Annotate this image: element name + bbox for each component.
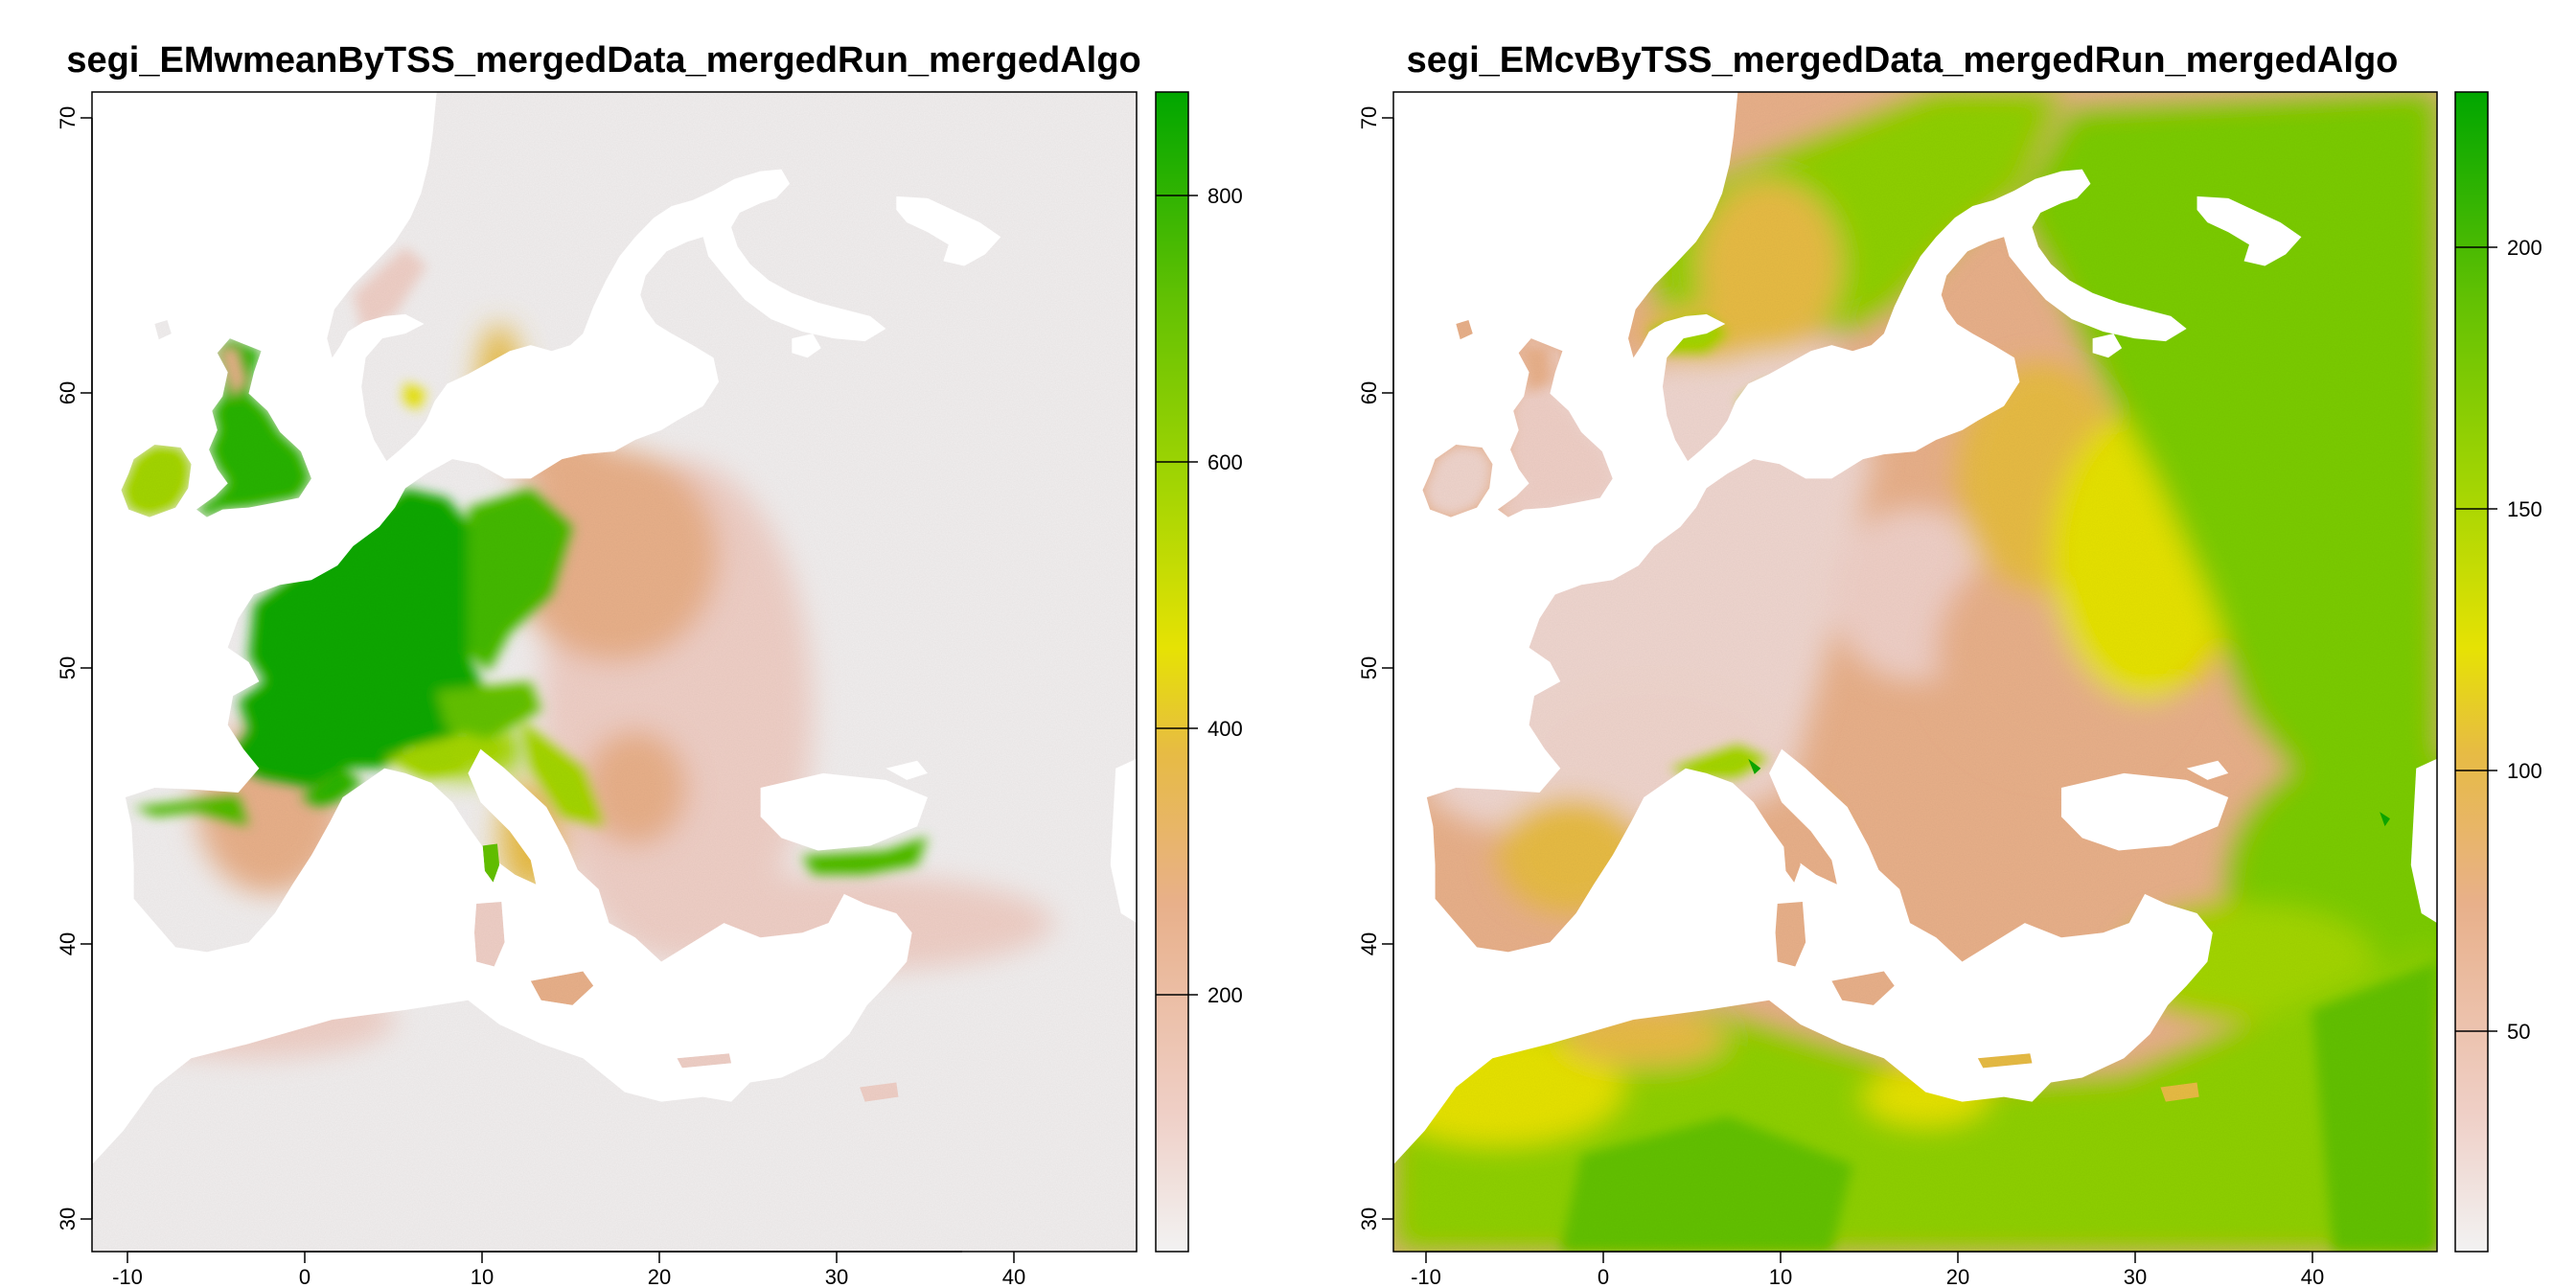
x-tick-label: 10 (1769, 1265, 1792, 1288)
y-axis (1382, 117, 1394, 1220)
map-panel-1: segi_EMwmeanByTSS_mergedData_mergedRun_m… (56, 40, 1243, 1288)
x-tick-label: 20 (648, 1265, 671, 1288)
x-tick-label: 40 (2301, 1265, 2324, 1288)
x-tick-label: -10 (1411, 1265, 1441, 1288)
x-tick-labels: -10 0 10 20 30 40 (1411, 1265, 2324, 1288)
legend-tick-label: 400 (1208, 717, 1243, 741)
y-tick-label: 40 (1357, 932, 1381, 955)
y-tick-label: 70 (1357, 106, 1381, 129)
y-tick-label: 40 (56, 932, 80, 955)
panel-title: segi_EMcvByTSS_mergedData_mergedRun_merg… (1407, 40, 2399, 80)
x-tick-label: 20 (1946, 1265, 1969, 1288)
legend-tick-label: 600 (1208, 450, 1243, 474)
y-tick-label: 30 (1357, 1208, 1381, 1230)
x-axis (126, 1251, 1015, 1263)
color-legend: 50 100 150 200 (2454, 91, 2542, 1253)
y-tick-label: 30 (56, 1208, 80, 1230)
legend-tick-label: 200 (2507, 236, 2542, 260)
y-axis (80, 117, 93, 1220)
map-raster (92, 92, 1137, 1252)
y-tick-labels: 30 40 50 60 70 (1357, 106, 1381, 1230)
x-tick-label: -10 (112, 1265, 143, 1288)
legend-tick-label: 150 (2507, 497, 2542, 521)
y-tick-label: 70 (56, 106, 80, 129)
x-tick-label: 0 (1598, 1265, 1609, 1288)
y-tick-label: 50 (56, 656, 80, 679)
x-tick-label: 0 (299, 1265, 310, 1288)
x-tick-label: 40 (1002, 1265, 1025, 1288)
legend-color-bar (2454, 91, 2489, 1253)
y-tick-label: 50 (1357, 656, 1381, 679)
y-tick-label: 60 (56, 381, 80, 404)
y-tick-labels: 30 40 50 60 70 (56, 106, 80, 1230)
panel-title: segi_EMwmeanByTSS_mergedData_mergedRun_m… (66, 40, 1140, 80)
x-axis (1425, 1251, 2313, 1263)
legend-tick-label: 100 (2507, 759, 2542, 783)
legend-color-bar (1155, 91, 1189, 1253)
y-tick-label: 60 (1357, 381, 1381, 404)
x-tick-label: 10 (471, 1265, 494, 1288)
x-tick-labels: -10 0 10 20 30 40 (112, 1265, 1025, 1288)
legend-tick-label: 200 (1208, 983, 1243, 1007)
legend-tick-label: 800 (1208, 184, 1243, 208)
x-tick-label: 30 (825, 1265, 848, 1288)
map-raster (1393, 92, 2437, 1252)
x-tick-label: 30 (2124, 1265, 2147, 1288)
map-panel-2: segi_EMcvByTSS_mergedData_mergedRun_merg… (1357, 40, 2542, 1288)
color-legend: 200 400 600 800 (1155, 91, 1243, 1253)
legend-tick-label: 50 (2507, 1020, 2530, 1044)
